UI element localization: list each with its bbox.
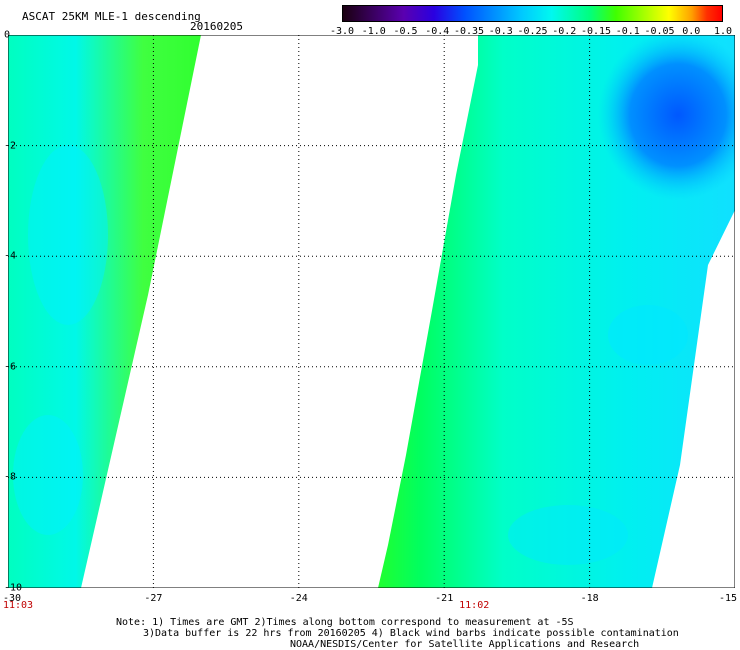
colorbar-tick-label: -0.35 — [453, 26, 485, 37]
colorbar-tick-label: -0.3 — [488, 26, 513, 37]
latitude-label: 0 — [4, 29, 11, 41]
colorbar-tick-label: -0.15 — [580, 26, 612, 37]
colorbar-tick-label: -0.25 — [517, 26, 548, 37]
colorbar-tick-label: -0.4 — [425, 26, 450, 37]
longitude-label: -24 — [289, 593, 308, 604]
latitude-label: -2 — [4, 140, 17, 152]
longitude-label: -15 — [718, 593, 738, 604]
colorbar-tick-label: -3.0 — [329, 26, 355, 37]
colorbar-tick-label: 1.0 — [713, 26, 733, 37]
longitude-label: -21 — [435, 593, 454, 604]
cyan-patch — [608, 305, 688, 365]
latitude-label: -8 — [4, 471, 17, 483]
longitude-label: -27 — [144, 593, 163, 604]
cyan-patch — [13, 415, 83, 535]
latitude-label: -6 — [4, 361, 17, 373]
note-line-1: Note: 1) Times are GMT 2)Times along bot… — [116, 617, 574, 628]
colorbar-tick-label: 0.0 — [682, 26, 701, 37]
note-line-3: NOAA/NESDIS/Center for Satellite Applica… — [290, 639, 640, 650]
colorbar-tick-label: -0.1 — [615, 26, 640, 37]
colorbar — [342, 5, 723, 22]
pass-time-label: 11:03 — [2, 600, 34, 611]
product-title: ASCAT 25KM MLE-1 descending — [22, 10, 201, 23]
note-line-2: 3)Data buffer is 22 hrs from 20160205 4)… — [143, 628, 679, 639]
cyan-patch — [508, 505, 628, 565]
colorbar-tick-label: -0.05 — [644, 26, 675, 37]
latitude-label: -4 — [4, 250, 17, 262]
longitude-label: -30 — [2, 593, 22, 604]
colorbar-tick-label: -1.0 — [361, 26, 386, 37]
latitude-label: -10 — [4, 582, 23, 594]
map-plot — [8, 35, 735, 588]
cyan-patch — [28, 145, 108, 325]
graticule — [8, 35, 735, 588]
colorbar-tick-label: -0.5 — [393, 26, 418, 37]
longitude-label: -18 — [580, 593, 599, 604]
product-date: 20160205 — [190, 20, 243, 33]
colorbar-tick-label: -0.2 — [552, 26, 577, 37]
pass-time-label: 11:02 — [459, 600, 490, 611]
blue-region — [598, 35, 735, 200]
